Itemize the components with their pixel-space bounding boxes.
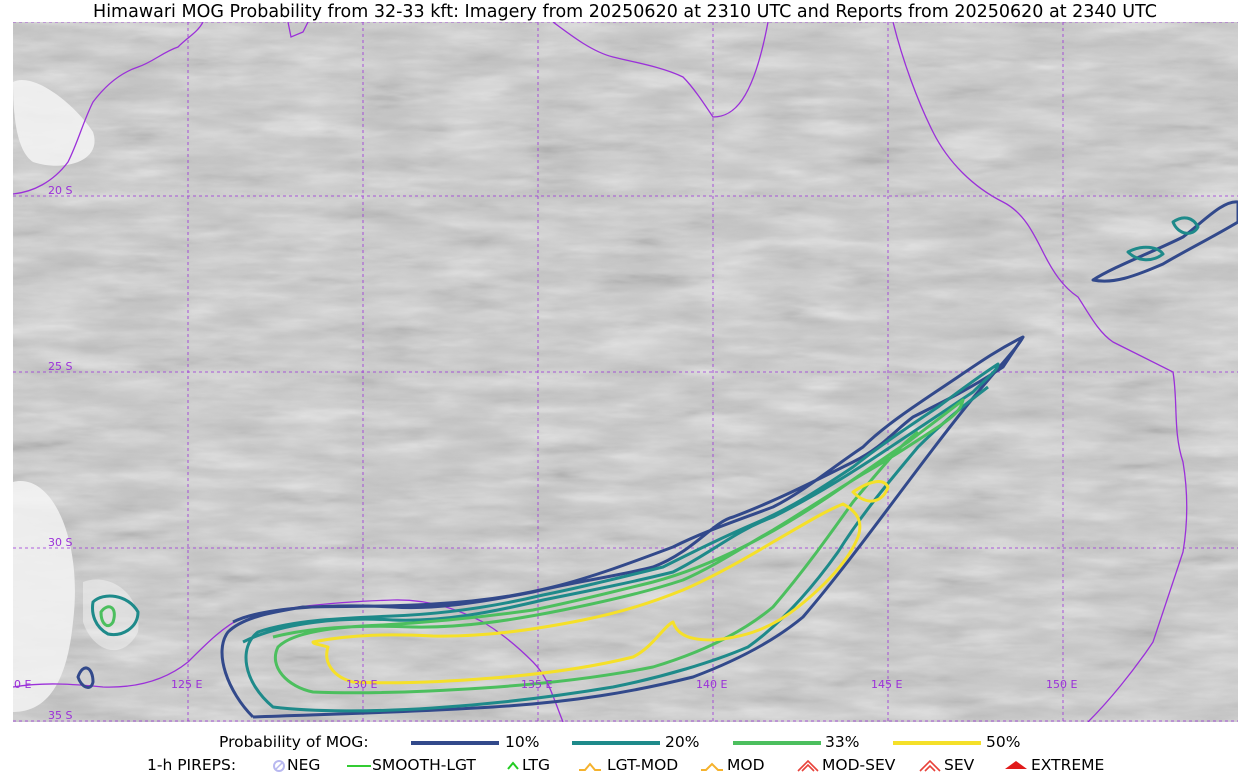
lon-label-150e: 150 E: [1046, 678, 1077, 691]
smooth-line-icon: [347, 765, 371, 767]
lgt-mod-icon: [579, 762, 601, 771]
lon-label-120e: 120 E: [13, 678, 31, 691]
mog-contours: [76, 200, 1238, 719]
caret-icon: [507, 761, 519, 770]
legend-item-extreme: EXTREME: [1031, 756, 1105, 774]
lon-label-130e: 130 E: [346, 678, 377, 691]
contour-50pct: [311, 502, 862, 685]
lat-label-20s: 20 S: [48, 184, 72, 197]
chart-title: Himawari MOG Probability from 32-33 kft:…: [93, 2, 1157, 22]
mod-sev-icon: [797, 759, 819, 772]
swatch-10pct: [411, 741, 499, 745]
mod-caret-icon: [701, 762, 723, 771]
legend-item-sev: SEV: [944, 756, 975, 774]
contour-20pct: [242, 362, 1000, 713]
pirep-legend-label: 1-h PIREPS:: [147, 756, 237, 774]
lon-label-140e: 140 E: [696, 678, 727, 691]
satellite-map: 20 S 25 S 30 S 35 S 120 E 125 E 130 E 13…: [13, 22, 1238, 722]
pirep-legend: 1-h PIREPS: NEG SMOOTH-LGT LTG LGT-MOD M…: [0, 756, 1250, 776]
swatch-20pct: [572, 741, 660, 745]
legend-item-20pct: 20%: [665, 733, 700, 751]
legend-item-ltg: LTG: [522, 756, 550, 774]
legend-item-50pct: 50%: [986, 733, 1021, 751]
lat-labels: 20 S 25 S 30 S 35 S: [48, 184, 72, 722]
probability-legend: Probability of MOG: 10% 20% 33% 50%: [0, 733, 1250, 753]
contour-33pct: [272, 398, 965, 695]
swatch-33pct: [733, 741, 821, 745]
lat-label-35s: 35 S: [48, 709, 72, 722]
contour-10pct: [220, 335, 1025, 719]
legend-item-mod: MOD: [727, 756, 765, 774]
legend-item-33pct: 33%: [825, 733, 860, 751]
probability-legend-label: Probability of MOG:: [219, 733, 369, 751]
legend-item-smooth-lgt: SMOOTH-LGT: [372, 756, 476, 774]
neg-circle-icon: [273, 760, 285, 772]
swatch-50pct: [893, 741, 981, 745]
legend-item-mod-sev: MOD-SEV: [822, 756, 896, 774]
legend-item-lgt-mod: LGT-MOD: [607, 756, 679, 774]
lon-label-145e: 145 E: [871, 678, 902, 691]
lon-label-125e: 125 E: [171, 678, 202, 691]
lat-label-25s: 25 S: [48, 360, 72, 373]
legend-item-10pct: 10%: [505, 733, 540, 751]
lon-labels: 120 E 125 E 130 E 135 E 140 E 145 E 150 …: [13, 678, 1077, 691]
cloud-patches: [13, 80, 139, 712]
legend-item-neg: NEG: [287, 756, 321, 774]
sev-icon: [919, 759, 941, 772]
lat-label-30s: 30 S: [48, 536, 72, 549]
lon-label-135e: 135 E: [521, 678, 552, 691]
extreme-icon: [1005, 761, 1027, 769]
